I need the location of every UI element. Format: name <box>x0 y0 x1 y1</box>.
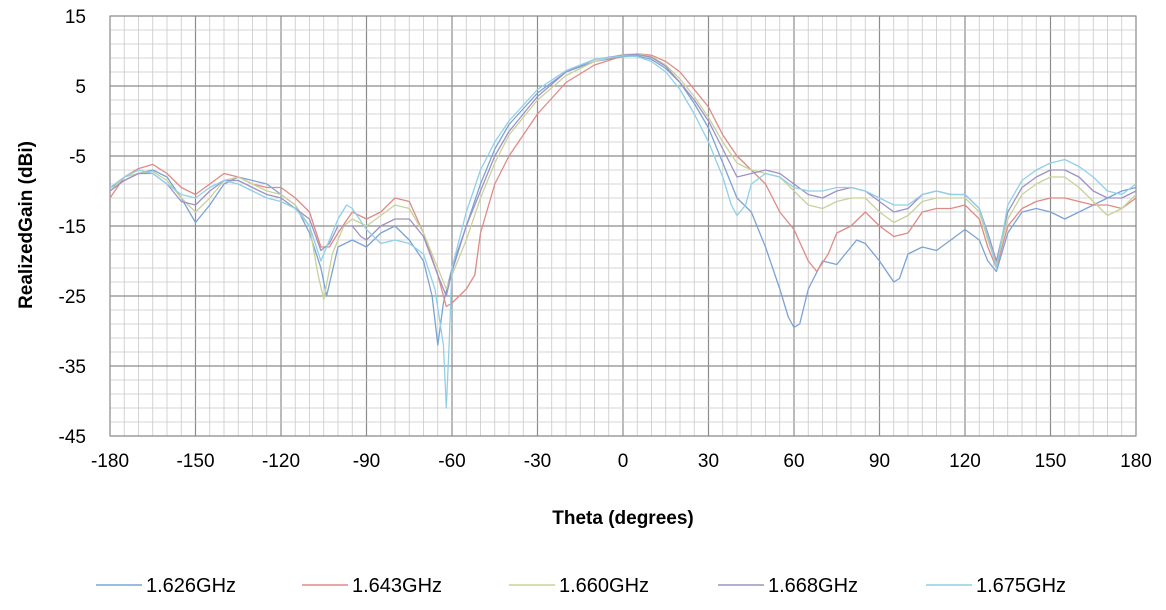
x-tick-label: 150 <box>1035 451 1067 472</box>
x-tick-label: -180 <box>91 451 129 472</box>
legend-label: 1.660GHz <box>559 575 649 597</box>
y-tick-label: 5 <box>75 77 86 98</box>
y-tick-labels: 15 5 -5 -15 -25 -35 -45 <box>59 7 86 448</box>
x-tick-label: 120 <box>949 451 981 472</box>
x-tick-label: -60 <box>438 451 465 472</box>
x-tick-label: 180 <box>1120 451 1152 472</box>
legend-label: 1.626GHz <box>146 575 236 597</box>
y-tick-label: -35 <box>59 357 86 378</box>
y-axis-title: RealizedGain (dBi) <box>16 141 37 309</box>
legend-label: 1.675GHz <box>976 575 1066 597</box>
x-tick-label: 0 <box>618 451 629 472</box>
x-tick-label: -120 <box>262 451 300 472</box>
legend-label: 1.668GHz <box>768 575 858 597</box>
series-lines <box>109 53 1137 409</box>
legend-label: 1.643GHz <box>352 575 442 597</box>
x-tick-label: -150 <box>176 451 214 472</box>
series-line-1.643GHz <box>109 53 1137 308</box>
x-tick-label: -30 <box>524 451 551 472</box>
x-tick-labels: -180 -150 -120 -90 -60 -30 0 30 60 90 120 150 180 <box>91 451 1152 472</box>
plot-area <box>109 15 1137 437</box>
x-axis-title: Theta (degrees) <box>552 508 693 529</box>
y-tick-label: -45 <box>59 427 86 448</box>
y-tick-label: 15 <box>65 7 86 28</box>
y-tick-label: -15 <box>59 217 86 238</box>
series-line-1.660GHz <box>109 53 1137 301</box>
y-tick-label: -5 <box>69 147 86 168</box>
x-tick-label: -90 <box>353 451 380 472</box>
series-line-1.675GHz <box>109 55 1137 409</box>
y-tick-label: -25 <box>59 287 86 308</box>
x-tick-label: 60 <box>783 451 804 472</box>
series-line-1.626GHz <box>109 55 1137 346</box>
x-tick-label: 30 <box>698 451 719 472</box>
x-tick-label: 90 <box>869 451 890 472</box>
legend: 1.626GHz 1.643GHz 1.660GHz 1.668GHz 1.675GHz <box>96 575 1066 597</box>
